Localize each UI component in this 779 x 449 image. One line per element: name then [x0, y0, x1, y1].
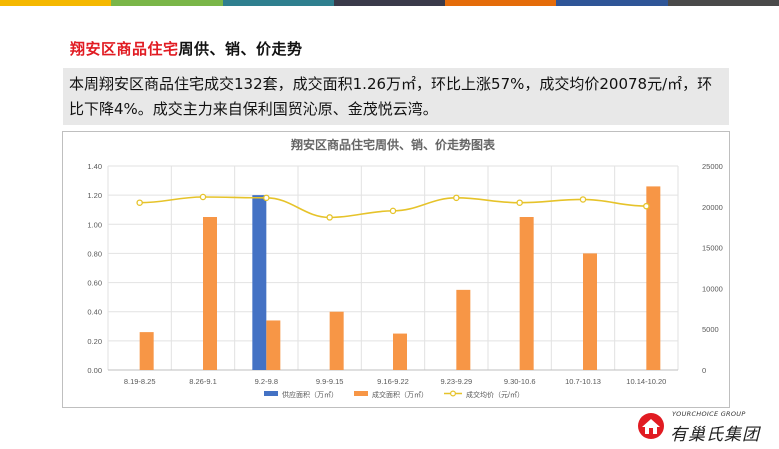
- x-axis-tick-label: 8.19-8.25: [124, 377, 156, 386]
- chart-title: 翔安区商品住宅周供、销、价走势图表: [290, 137, 496, 152]
- bar-sold-area: [139, 332, 154, 370]
- x-axis-tick-label: 10.14-10.20: [626, 377, 666, 386]
- bar-sold-area: [393, 333, 407, 370]
- right-axis-tick-label: 0: [702, 366, 706, 375]
- right-axis-tick-label: 25000: [702, 162, 723, 171]
- avg-price-point: [643, 202, 650, 210]
- legend-label: 成交均价（元/㎡）: [466, 390, 524, 399]
- left-axis-tick-label: 1.20: [87, 191, 102, 200]
- chart-container: 翔安区商品住宅周供、销、价走势图表 0.00 0.20 0.40 0.60 0.80 1.0…: [62, 131, 730, 408]
- x-axis-tick-label: 9.30-10.6: [504, 377, 536, 386]
- bar-sold-area: [329, 311, 344, 370]
- left-axis-tick-label: 0.80: [87, 249, 102, 258]
- legend-swatch: [354, 391, 368, 396]
- page-title: 翔安区商品住宅周供、销、价走势: [70, 38, 303, 59]
- x-axis-tick-label: 9.2-9.8: [255, 377, 278, 386]
- left-axis-tick-label: 1.40: [87, 162, 102, 171]
- logo-mark-icon: [638, 413, 664, 439]
- bar-supply-area: [252, 195, 267, 370]
- bar-sold-area: [456, 289, 471, 370]
- topbar-segment: [111, 0, 223, 6]
- avg-price-point: [389, 207, 397, 215]
- avg-price-point: [453, 194, 460, 202]
- left-axis-tick-label: 0.40: [87, 308, 102, 317]
- bar-sold-area: [203, 217, 217, 370]
- logo-chinese-name: 有巢氏集团: [670, 425, 760, 445]
- summary-text: 本周翔安区商品住宅成交132套，成交面积1.26万㎡，环比上涨57%，成交均价2…: [63, 68, 729, 125]
- topbar-segment: [667, 0, 779, 6]
- avg-price-line: [139, 196, 647, 219]
- page-title-rest: 周供、销、价走势: [178, 40, 303, 58]
- left-axis-tick-label: 0.00: [87, 366, 102, 375]
- legend-label: 成交面积（万㎡）: [372, 390, 428, 399]
- x-axis-tick-label: 8.26-9.1: [189, 377, 217, 386]
- topbar-segment: [445, 0, 557, 6]
- x-axis-tick-label: 9.16-9.22: [377, 377, 409, 386]
- avg-price-point: [199, 193, 207, 201]
- top-color-bar: [0, 0, 779, 6]
- chart-svg: 翔安区商品住宅周供、销、价走势图表 0.00 0.20 0.40 0.60 0.80 1.0…: [87, 137, 723, 399]
- topbar-segment: [222, 0, 334, 6]
- legend-marker: [450, 390, 457, 397]
- bar-sold-area: [519, 217, 534, 370]
- topbar-segment: [556, 0, 668, 6]
- avg-price-point: [579, 196, 587, 203]
- right-axis-tick-label: 15000: [702, 244, 723, 253]
- avg-price-point: [263, 194, 270, 202]
- legend-swatch: [264, 391, 278, 396]
- x-axis-tick-label: 9.23-9.29: [440, 377, 472, 386]
- avg-price-point: [516, 199, 523, 206]
- legend-label: 供应面积（万㎡）: [282, 390, 338, 399]
- x-axis-tick-label: 9.9-9.15: [316, 377, 344, 386]
- left-axis-tick-label: 1.00: [87, 220, 102, 229]
- left-axis-tick-label: 0.20: [87, 337, 102, 346]
- right-axis-tick-label: 10000: [702, 284, 723, 293]
- x-axis-tick-label: 10.7-10.13: [565, 377, 601, 386]
- company-logo: YOURCHOICE GROUP 有巢氏集团: [636, 409, 759, 445]
- avg-price-point: [326, 214, 333, 221]
- bar-sold-area: [646, 186, 661, 370]
- left-axis-tick-label: 0.60: [87, 279, 102, 288]
- page-title-highlight: 翔安区商品住宅: [70, 40, 179, 58]
- avg-price-point: [136, 199, 143, 206]
- right-axis-tick-label: 20000: [702, 203, 723, 212]
- topbar-segment: [333, 0, 446, 6]
- right-axis-tick-label: 5000: [702, 325, 719, 334]
- bar-sold-area: [583, 253, 597, 370]
- logo-english-name: YOURCHOICE GROUP: [672, 410, 746, 418]
- topbar-segment: [0, 0, 112, 6]
- bar-sold-area: [266, 320, 281, 370]
